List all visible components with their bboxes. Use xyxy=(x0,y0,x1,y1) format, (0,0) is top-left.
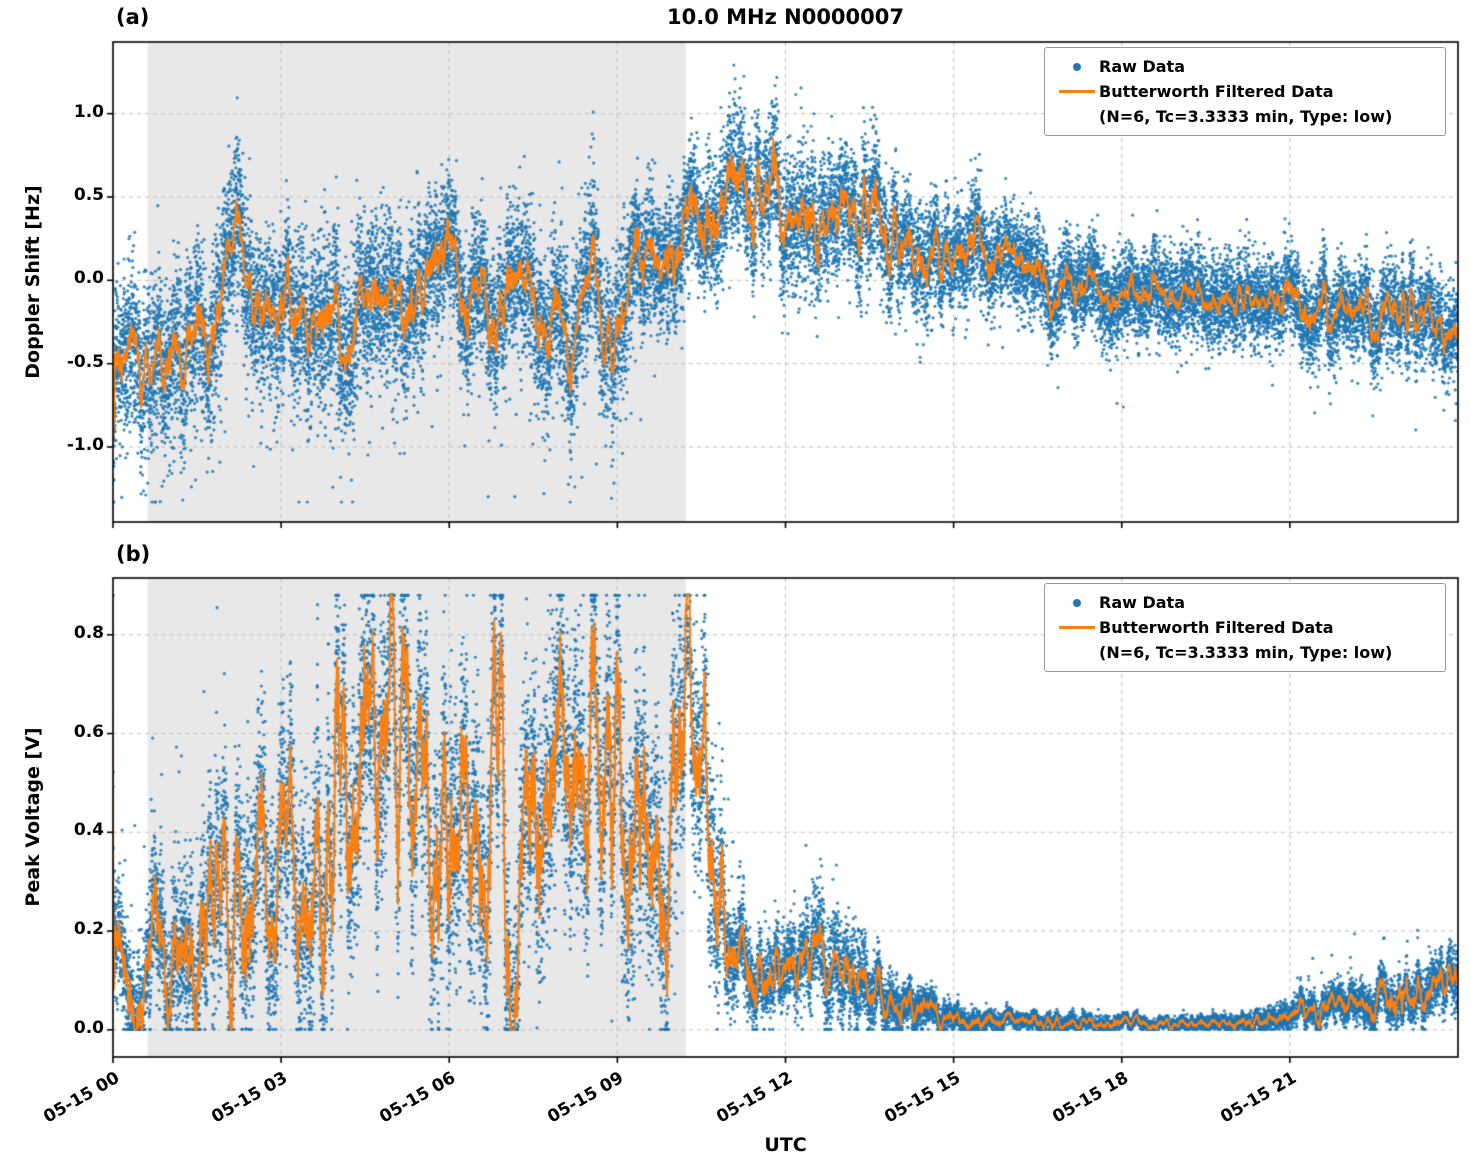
legend-row-params: (N=6, Tc=3.3333 min, Type: low) xyxy=(1055,104,1435,129)
raw-data-marker-icon xyxy=(1073,62,1081,71)
legend-panel-a: Raw Data Butterworth Filtered Data (N=6,… xyxy=(1044,47,1446,136)
y-tick-label: 0.4 xyxy=(73,820,104,841)
legend-filtered-label: Butterworth Filtered Data xyxy=(1099,618,1334,637)
filtered-line-swatch-icon xyxy=(1059,90,1095,93)
legend-filtered-params: (N=6, Tc=3.3333 min, Type: low) xyxy=(1099,643,1393,662)
x-tick-label: 05-15 18 xyxy=(1049,1068,1132,1128)
x-tick-label: 05-15 00 xyxy=(40,1068,123,1128)
y-tick-label: -0.5 xyxy=(66,351,104,372)
x-tick-label: 05-15 06 xyxy=(376,1068,460,1128)
filtered-line-swatch-icon xyxy=(1059,626,1095,629)
x-tick-label: 05-15 09 xyxy=(544,1068,628,1128)
x-tick-label: 05-15 12 xyxy=(712,1068,796,1128)
legend-row-filtered: Butterworth Filtered Data xyxy=(1055,79,1435,104)
legend-row-filtered: Butterworth Filtered Data xyxy=(1055,615,1435,640)
y-tick-label: 0.0 xyxy=(73,268,104,289)
legend-row-params: (N=6, Tc=3.3333 min, Type: low) xyxy=(1055,640,1435,665)
legend-row-raw: Raw Data xyxy=(1055,590,1435,615)
legend-filtered-label: Butterworth Filtered Data xyxy=(1099,82,1334,101)
y-tick-label: -1.0 xyxy=(66,435,104,455)
y-tick-label: 0.2 xyxy=(73,919,104,940)
panel-b-label: (b) xyxy=(116,542,151,566)
y-tick-label: 0.0 xyxy=(73,1017,104,1038)
y-tick-label: 0.6 xyxy=(73,721,104,742)
legend-row-raw: Raw Data xyxy=(1055,54,1435,79)
legend-filtered-params: (N=6, Tc=3.3333 min, Type: low) xyxy=(1099,107,1393,126)
y-axis-label-a: Doppler Shift [Hz] xyxy=(22,185,44,379)
y-tick-label: 1.0 xyxy=(73,101,104,122)
y-tick-label: 0.8 xyxy=(73,622,104,643)
y-tick-label: 0.5 xyxy=(73,185,104,205)
legend-panel-b: Raw Data Butterworth Filtered Data (N=6,… xyxy=(1044,583,1446,672)
x-tick-label: 05-15 03 xyxy=(208,1068,292,1128)
legend-raw-label: Raw Data xyxy=(1099,57,1185,76)
chart-title: 10.0 MHz N0000007 xyxy=(667,5,904,29)
legend-raw-label: Raw Data xyxy=(1099,593,1185,612)
y-axis-label-b: Peak Voltage [V] xyxy=(22,727,44,907)
x-tick-label: 05-15 15 xyxy=(880,1068,964,1128)
raw-data-marker-icon xyxy=(1073,598,1081,607)
x-axis-label: UTC xyxy=(764,1134,807,1156)
x-tick-label: 05-15 21 xyxy=(1217,1068,1300,1128)
panel-a-label: (a) xyxy=(116,5,150,29)
